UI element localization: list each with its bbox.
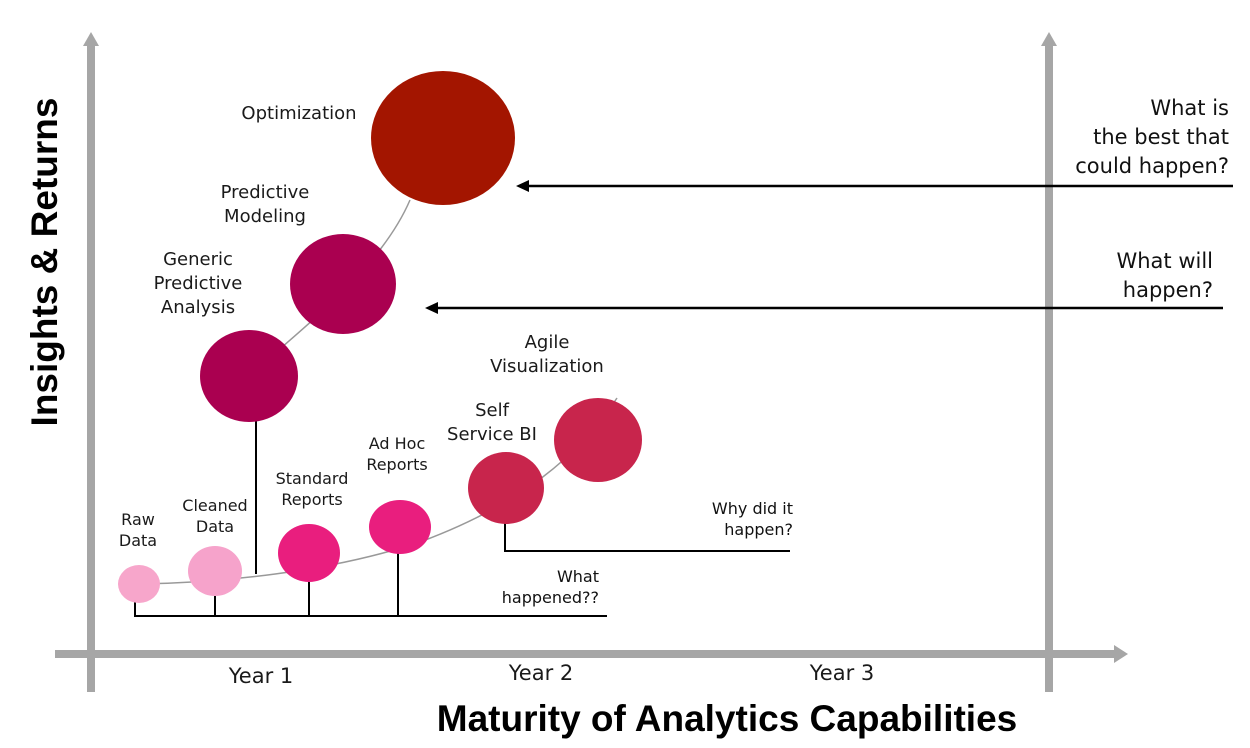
x-axis-arrowhead [1114,645,1128,663]
x-tick-year-1: Year 1 [228,664,294,688]
y-axis-arrowhead [83,32,99,46]
label-line: Predictive [154,273,243,294]
stage-bubbles [118,71,642,603]
label-line: Data [119,531,157,550]
bubble-raw-data [118,565,160,603]
bubble-generic-predictive-analysis [200,330,298,422]
question-arrows [425,180,1233,314]
label-ad-hoc-reports: Ad Hoc Reports [366,434,427,474]
label-agile-visualization: Agile Visualization [490,332,604,377]
y-axis-title: Insights & Returns [24,98,65,427]
question-what-will-happen: What will happen? [1116,249,1213,302]
label-line: Service BI [447,424,537,445]
question-line: happen? [1123,278,1213,302]
bubble-ad-hoc-reports [369,500,431,554]
x-tick-labels: Year 1 Year 2 Year 3 [228,661,875,688]
label-predictive-modeling: Predictive Modeling [221,182,310,227]
label-optimization: Optimization [241,103,356,124]
question-line: What [557,567,599,586]
x-tick-year-3: Year 3 [809,661,875,685]
question-line: Why did it [712,499,793,518]
bubble-cleaned-data [188,546,242,596]
label-line: Reports [366,455,427,474]
label-line: Data [196,517,234,536]
label-generic-predictive-analysis: Generic Predictive Analysis [154,249,243,318]
label-line: Self [475,400,510,421]
question-line: could happen? [1075,154,1229,178]
question-line: What will [1116,249,1213,273]
arrowhead-what-will-happen [425,302,438,314]
question-what-is-the-best-that-could-happen: What is the best that could happen? [1075,96,1229,178]
x-tick-year-2: Year 2 [508,661,574,685]
label-raw-data: Raw Data [119,510,157,550]
bubble-predictive-modeling [290,234,396,334]
label-cleaned-data: Cleaned Data [182,496,247,536]
question-what-happened: What happened?? [502,567,599,607]
label-line: Modeling [224,206,306,227]
bubble-optimization [371,71,515,205]
label-line: Reports [281,490,342,509]
question-line: the best that [1093,125,1229,149]
axes [55,32,1128,692]
question-line: What is [1150,96,1229,120]
label-line: Cleaned [182,496,247,515]
label-line: Ad Hoc [369,434,426,453]
label-line: Optimization [241,103,356,124]
question-line: happen? [724,520,793,539]
question-line: happened?? [502,588,599,607]
label-standard-reports: Standard Reports [276,469,349,509]
label-line: Standard [276,469,349,488]
stage-labels: Raw Data Cleaned Data Standard Reports Ad Hoc R… [119,103,604,550]
bubble-self-service-bi [468,452,544,524]
label-line: Generic [163,249,233,270]
question-labels: What happened??Why did it happen?What will… [502,96,1229,607]
bubble-standard-reports [278,524,340,582]
label-line: Predictive [221,182,310,203]
right-boundary-arrowhead [1041,32,1057,46]
bubble-agile-visualization [554,398,642,482]
label-self-service-bi: Self Service BI [447,400,537,445]
connectors [134,421,790,617]
label-line: Analysis [161,297,235,318]
label-line: Raw [121,510,155,529]
x-axis-title: Maturity of Analytics Capabilities [437,698,1017,739]
question-why-did-it-happen: Why did it happen? [712,499,793,539]
label-line: Agile [525,332,570,353]
arrowhead-best-that-could-happen [516,180,529,192]
label-line: Visualization [490,356,604,377]
